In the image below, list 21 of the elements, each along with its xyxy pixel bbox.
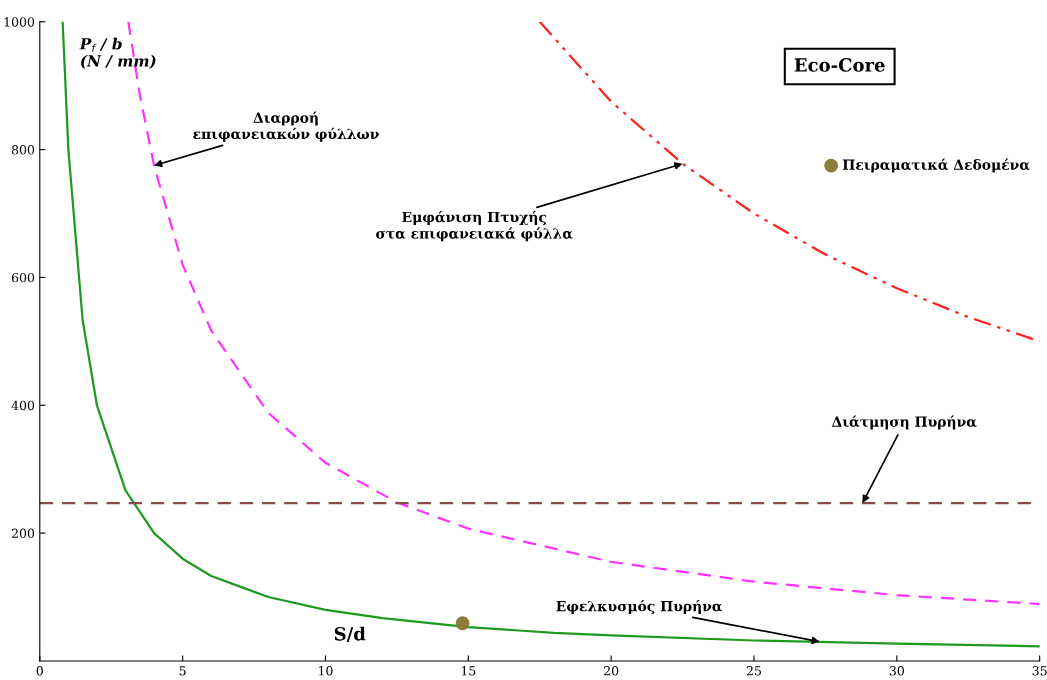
y-tick-label: 800 <box>11 145 35 155</box>
x-tick-label: 30 <box>889 666 904 676</box>
x-tick-label: 0 <box>36 666 43 676</box>
x-tick-label: 15 <box>461 666 476 676</box>
x-tick-label: 35 <box>1032 666 1047 676</box>
x-tick-label: 20 <box>604 666 619 676</box>
x-tick-label: 25 <box>746 666 761 676</box>
annotation: Eco-Core <box>794 58 885 72</box>
x-axis-title: S/d <box>334 626 366 643</box>
y-tick-label: 200 <box>11 528 35 539</box>
y-tick-label: 400 <box>11 400 35 411</box>
annotation: Εμφάνιση Πτυχής στα επιφανειακά φύλλα <box>376 210 573 242</box>
series-label: Πειραματικά Δεδομένα <box>842 158 1030 173</box>
x-tick-label: 5 <box>179 666 186 676</box>
annotation: Διαρροή επιφανειακών φύλλων <box>193 111 379 142</box>
annotation: Διάτμηση Πυρήνα <box>831 415 977 430</box>
x-tick-label: 10 <box>319 666 333 676</box>
y-axis-title: P$_{f}$ / b (N / mm) <box>79 37 156 69</box>
annotation: Εφελκυσμός Πυρήνα <box>556 600 723 615</box>
y-tick-label: 600 <box>11 272 35 283</box>
y-tick-label: 1000 <box>4 17 35 27</box>
